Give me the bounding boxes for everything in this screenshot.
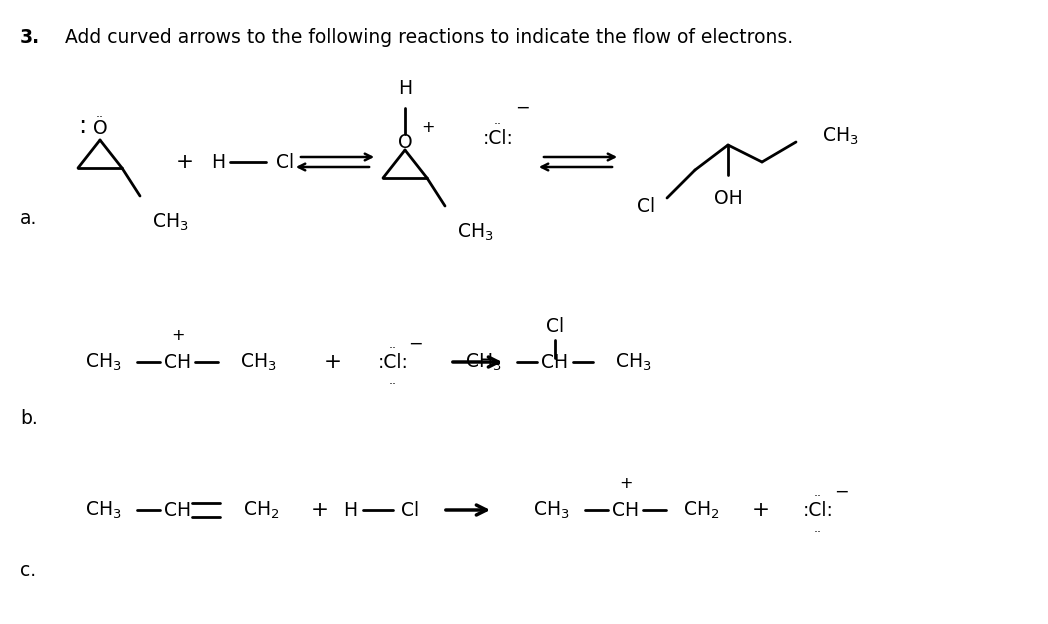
Text: Add curved arrows to the following reactions to indicate the flow of electrons.: Add curved arrows to the following react… [65, 28, 793, 47]
Text: H: H [398, 79, 412, 98]
Text: :: : [78, 114, 86, 138]
Text: :Cl:: :Cl: [482, 129, 514, 147]
Text: −: − [408, 335, 422, 353]
Text: −: − [515, 99, 529, 117]
Text: Cl: Cl [276, 152, 294, 172]
Text: −: − [834, 483, 848, 501]
Text: H: H [343, 500, 357, 520]
Text: 3.: 3. [20, 28, 40, 47]
Text: CH$_3$: CH$_3$ [615, 351, 652, 373]
Text: CH: CH [612, 500, 639, 520]
Text: Cl: Cl [637, 197, 655, 215]
Text: +: + [176, 152, 194, 172]
Text: CH$_3$: CH$_3$ [533, 499, 570, 520]
Text: O: O [92, 119, 107, 138]
Text: ..: .. [389, 374, 397, 386]
Text: :Cl:: :Cl: [803, 500, 833, 520]
Text: +: + [324, 352, 342, 372]
Text: CH$_3$: CH$_3$ [85, 499, 122, 520]
Text: ..: .. [814, 485, 822, 499]
Text: ..: .. [494, 114, 502, 127]
Text: CH$_3$: CH$_3$ [822, 125, 858, 147]
Text: +: + [311, 500, 329, 520]
Text: +: + [619, 477, 633, 492]
Text: +: + [171, 328, 184, 343]
Text: CH$_3$: CH$_3$ [152, 212, 189, 233]
Text: CH$_3$: CH$_3$ [85, 351, 122, 373]
Text: CH$_2$: CH$_2$ [683, 499, 720, 520]
Text: a.: a. [20, 208, 38, 228]
Text: CH$_3$: CH$_3$ [457, 222, 494, 243]
Text: CH$_3$: CH$_3$ [465, 351, 502, 373]
Text: OH: OH [714, 189, 742, 208]
Text: Cl: Cl [546, 316, 564, 336]
Text: +: + [752, 500, 770, 520]
Text: CH$_2$: CH$_2$ [243, 499, 280, 520]
Text: ..: .. [814, 522, 822, 535]
Text: CH: CH [165, 353, 192, 371]
Text: CH: CH [165, 500, 192, 520]
Text: :Cl:: :Cl: [377, 353, 409, 371]
Text: ..: .. [389, 338, 397, 351]
Text: b.: b. [20, 409, 38, 427]
Text: ··: ·· [96, 112, 104, 125]
Text: Cl: Cl [401, 500, 419, 520]
Text: c.: c. [20, 560, 36, 580]
Text: H: H [211, 152, 225, 172]
Text: +: + [421, 120, 435, 135]
Text: CH$_3$: CH$_3$ [240, 351, 277, 373]
Text: O: O [397, 133, 412, 152]
Text: CH: CH [542, 353, 569, 371]
